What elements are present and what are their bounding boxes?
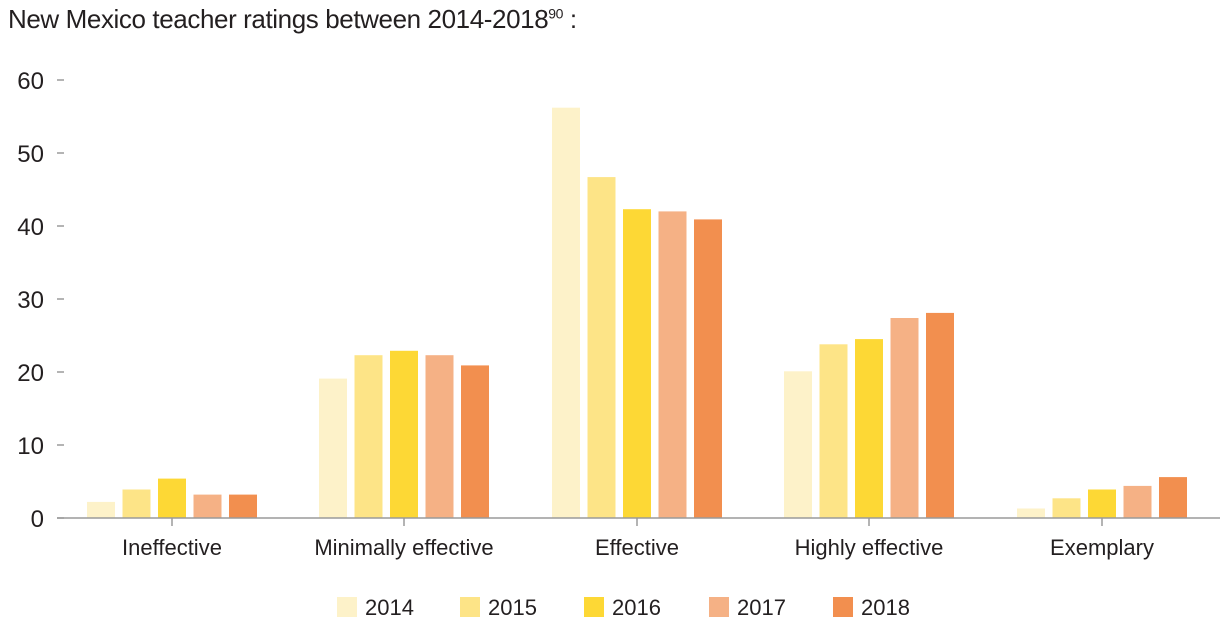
- x-category-label: Minimally effective: [314, 535, 493, 560]
- bar: [819, 344, 848, 518]
- bar: [193, 494, 222, 518]
- bar: [87, 501, 115, 518]
- y-tick-label: 50: [17, 141, 44, 168]
- legend-label: 2017: [737, 595, 786, 620]
- y-tick-label: 20: [17, 360, 44, 387]
- bar-group: [87, 478, 257, 518]
- bar: [784, 371, 812, 518]
- y-tick-label: 60: [17, 68, 44, 95]
- x-category-label: Highly effective: [795, 535, 944, 560]
- bar: [552, 107, 580, 518]
- y-tick-label: 10: [17, 433, 44, 460]
- bar: [694, 219, 722, 518]
- bar: [1088, 489, 1116, 518]
- title-footnote: 90: [548, 5, 564, 22]
- legend-label: 2016: [612, 595, 661, 620]
- bar: [658, 211, 687, 518]
- bar: [623, 209, 651, 518]
- x-category-label: Effective: [595, 535, 679, 560]
- bar-groups: [87, 107, 1187, 518]
- bar: [890, 318, 919, 518]
- x-category-label: Exemplary: [1050, 535, 1154, 560]
- bar: [1123, 485, 1152, 518]
- chart-title-text: New Mexico teacher ratings between 2014-…: [8, 4, 549, 34]
- bar: [158, 478, 186, 518]
- legend-label: 2015: [488, 595, 537, 620]
- bar: [319, 378, 347, 518]
- bar-group: [784, 312, 954, 518]
- bar-group: [1017, 477, 1187, 518]
- x-category-label: Ineffective: [122, 535, 222, 560]
- legend-swatch: [337, 597, 357, 617]
- legend-item: 2016: [584, 595, 661, 620]
- bar: [354, 355, 383, 518]
- bar-group: [319, 350, 489, 518]
- bar: [229, 494, 257, 518]
- bar: [425, 355, 454, 518]
- y-tick-label: 30: [17, 287, 44, 314]
- legend-swatch: [584, 597, 604, 617]
- chart-title: New Mexico teacher ratings between 2014-…: [8, 4, 577, 35]
- bar: [390, 350, 418, 518]
- legend-label: 2014: [365, 595, 414, 620]
- y-tick-label: 40: [17, 214, 44, 241]
- bar: [926, 312, 954, 518]
- bar: [855, 339, 883, 518]
- title-suffix: :: [563, 4, 577, 34]
- legend-item: 2015: [460, 595, 537, 620]
- legend-swatch: [833, 597, 853, 617]
- legend-item: 2014: [337, 595, 414, 620]
- legend-swatch: [460, 597, 480, 617]
- y-tick-label: 0: [31, 506, 44, 533]
- legend-swatch: [709, 597, 729, 617]
- bar: [1052, 498, 1081, 518]
- bar: [1017, 508, 1045, 518]
- bar: [122, 489, 151, 518]
- bar: [461, 365, 489, 518]
- legend-label: 2018: [861, 595, 910, 620]
- legend-item: 2017: [709, 595, 786, 620]
- legend-item: 2018: [833, 595, 910, 620]
- bar-group: [552, 107, 722, 518]
- x-axis: Ineffective Minimally effective Effective H…: [57, 517, 1220, 560]
- bar: [587, 177, 616, 518]
- y-axis: 0 10 20 30 40 50 60: [17, 68, 64, 533]
- bar: [1159, 477, 1187, 518]
- legend: 2014 2015 2016 2017 2018: [337, 595, 910, 620]
